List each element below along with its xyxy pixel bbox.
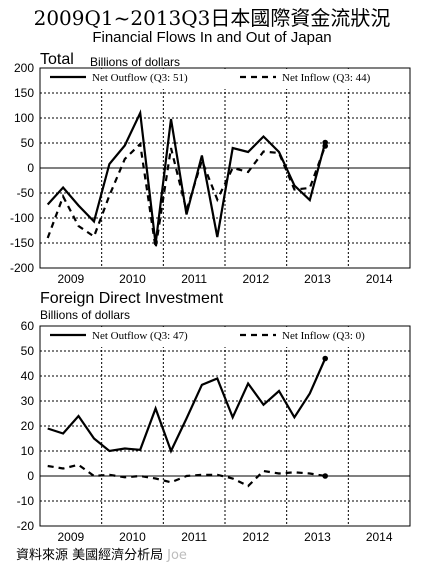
chart1-ytick-label: 200 <box>14 61 34 75</box>
chart1-xtick-label: 2010 <box>119 272 146 286</box>
chart1-xtick-label: 2013 <box>304 272 331 286</box>
chart2-ytick-label: 50 <box>21 344 35 358</box>
chart1-legend-label: Net Outflow (Q3: 51) <box>92 72 188 84</box>
chart2-unit: Billions of dollars <box>40 308 131 322</box>
chart1-title: Total <box>40 51 74 68</box>
chart1-frame <box>39 67 411 269</box>
chart2-ytick-label: 0 <box>27 469 34 483</box>
chart1-legend-label: Net Inflow (Q3: 44) <box>282 72 371 84</box>
chart2-series-2-line <box>47 463 326 488</box>
chart2-xtick-label: 2009 <box>57 530 84 544</box>
chart1-ytick-label: -200 <box>10 261 34 275</box>
chart2-ytick-label: 30 <box>21 394 35 408</box>
chart2-xtick-label: 2010 <box>119 530 146 544</box>
chart1-ytick-label: 100 <box>14 111 34 125</box>
chart2-ytick-label: -20 <box>17 519 35 533</box>
chart1-ytick-label: -100 <box>10 211 34 225</box>
author-credit: Joe <box>167 548 187 563</box>
chart2-series-2-end-point <box>322 473 329 479</box>
chart1-ytick-label: 50 <box>21 136 35 150</box>
chart1-xtick-label: 2011 <box>181 272 207 286</box>
chart2-ytick-label: -10 <box>17 494 35 508</box>
chart1-unit: Billions of dollars <box>90 55 181 69</box>
chart2-legend-bg <box>41 327 409 347</box>
chart2-xtick-label: 2014 <box>366 530 393 544</box>
chart1-xtick-label: 2012 <box>242 272 269 286</box>
chart1-ytick-label: -150 <box>10 236 34 250</box>
chart1-series-1-line <box>46 109 327 245</box>
chart2-ytick-label: 40 <box>21 369 35 383</box>
chart2-xtick-label: 2013 <box>304 530 331 544</box>
chart1-ytick-label: -50 <box>17 186 35 200</box>
chart2-xtick-label: 2012 <box>242 530 269 544</box>
chart1-series-2-end-point <box>322 143 329 149</box>
source-note: 資料來源 美國經濟分析局 <box>16 548 164 563</box>
chart2-series-1-end-point <box>322 355 329 362</box>
chart2-ytick-label: 10 <box>21 444 35 458</box>
chart2-series-1-line <box>47 358 327 454</box>
chart2-legend-label: Net Inflow (Q3: 0) <box>282 330 365 342</box>
chart2-ytick-label: 60 <box>21 319 35 333</box>
page-title: 2009Q1~2013Q3日本國際資金流狀況 <box>33 6 391 30</box>
chart2-title: Foreign Direct Investment <box>40 290 224 307</box>
chart2-ytick-label: 20 <box>21 419 35 433</box>
chart1-xtick-label: 2009 <box>57 272 84 286</box>
chart1-xtick-label: 2014 <box>366 272 393 286</box>
chart1-ytick-label: 0 <box>27 161 34 175</box>
chart2-legend-label: Net Outflow (Q3: 47) <box>92 330 188 342</box>
chart1-legend-bg <box>41 69 409 89</box>
chart2-xtick-label: 2011 <box>181 530 207 544</box>
chart2-frame <box>39 325 411 527</box>
footer: 資料來源 美國經濟分析局 Joe <box>16 544 187 563</box>
chart1-ytick-label: 150 <box>14 86 34 100</box>
page-subtitle: Financial Flows In and Out of Japan <box>92 29 332 46</box>
